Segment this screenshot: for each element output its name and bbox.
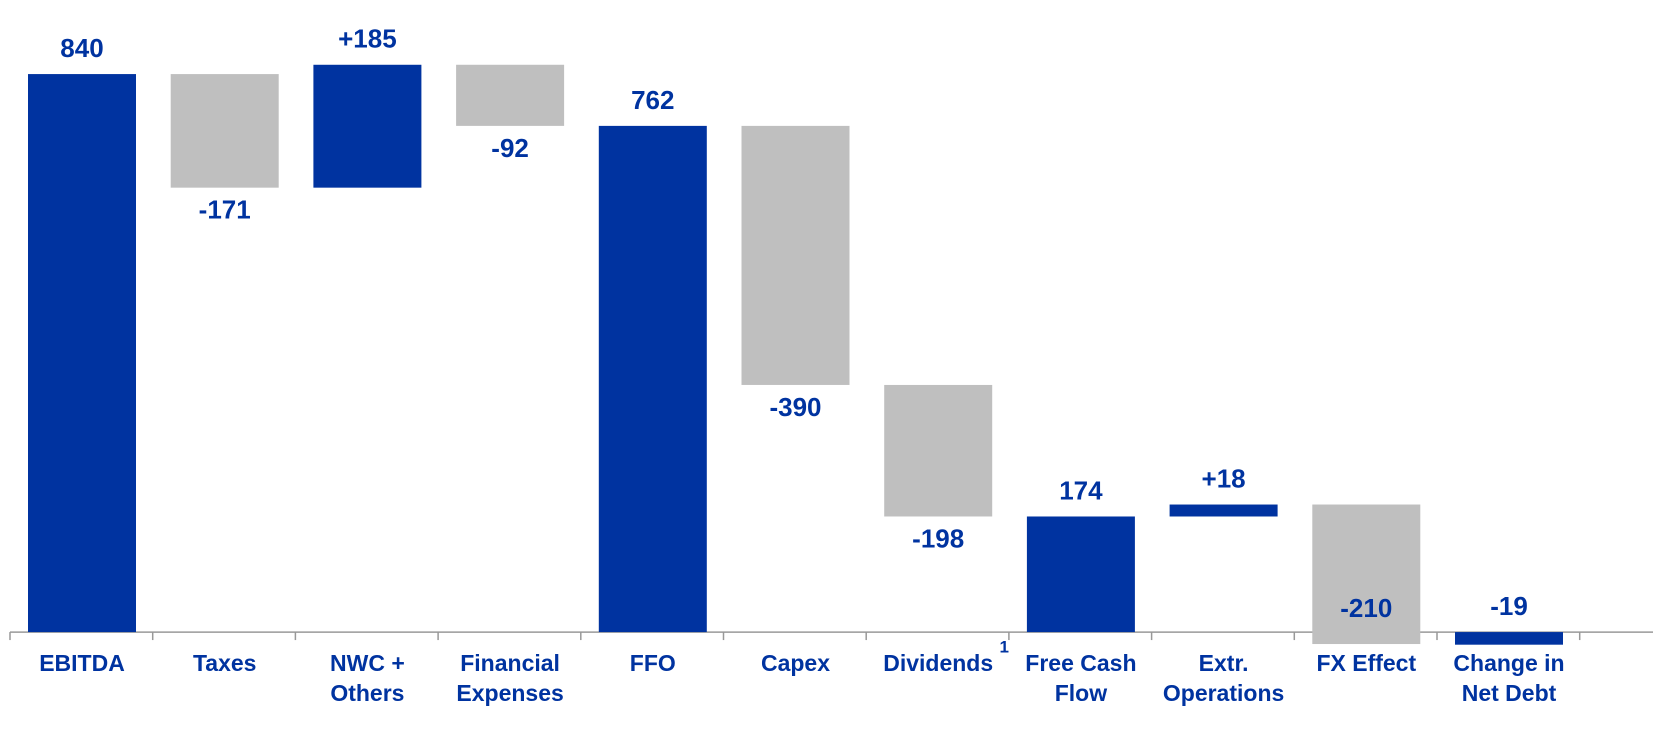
x-tick-label: NWC + Others — [330, 650, 405, 706]
x-tick-label-line: EBITDA — [39, 650, 125, 676]
bar — [28, 74, 136, 633]
value-label: +185 — [338, 24, 397, 54]
footnote-mark: 1 — [999, 637, 1008, 656]
x-tick-label-line: Taxes — [193, 650, 257, 676]
x-tick-label-line: Dividends — [883, 650, 993, 676]
bar — [598, 125, 707, 633]
x-tick-label-line: Expenses — [456, 680, 563, 706]
x-tick-label: Dividends — [883, 650, 993, 676]
x-tick-label-line: Extr. — [1199, 650, 1249, 676]
bar — [884, 384, 993, 517]
x-tick-label: FX Effect — [1316, 650, 1416, 676]
x-tick-label-line: FX Effect — [1316, 650, 1416, 676]
x-tick-label-line: Capex — [761, 650, 830, 676]
x-tick-label: FFO — [630, 650, 676, 676]
bar — [741, 125, 850, 385]
bar — [1169, 504, 1278, 517]
value-label: 840 — [60, 33, 103, 63]
bar — [1455, 632, 1563, 645]
x-tick-label: EBITDA — [39, 650, 125, 676]
x-tick-label: Financial Expenses — [456, 650, 563, 706]
value-label: -92 — [491, 133, 529, 163]
value-label: +18 — [1202, 463, 1246, 493]
value-label: 762 — [631, 85, 674, 115]
value-label: -210 — [1340, 593, 1392, 623]
bar — [1312, 504, 1421, 645]
x-tick-label-line: Flow — [1055, 680, 1107, 706]
x-tick-label-line: FFO — [630, 650, 676, 676]
x-tick-label: Free Cash Flow — [1025, 650, 1136, 706]
bar — [170, 74, 279, 188]
x-tick-label-line: Change in — [1453, 650, 1564, 676]
value-label: -171 — [199, 195, 251, 225]
x-tick-label-line: Others — [330, 680, 404, 706]
x-tick-label: Extr. Operations — [1163, 650, 1284, 706]
x-tick-label: Capex — [761, 650, 830, 676]
x-tick-label-line: Operations — [1163, 680, 1284, 706]
value-label: -198 — [912, 523, 964, 553]
bar — [1026, 516, 1135, 633]
bar — [456, 64, 565, 126]
bar — [313, 64, 422, 188]
value-label: 174 — [1059, 475, 1103, 505]
x-tick-label: Change in Net Debt — [1453, 650, 1564, 706]
value-label: -390 — [769, 392, 821, 422]
x-tick-label-line: Net Debt — [1462, 680, 1557, 706]
x-tick-label: Taxes — [193, 650, 257, 676]
x-tick-label-line: Financial — [460, 650, 560, 676]
x-tick-label-line: NWC + — [330, 650, 405, 676]
x-tick-label-line: Free Cash — [1025, 650, 1136, 676]
value-label: -19 — [1490, 591, 1528, 621]
